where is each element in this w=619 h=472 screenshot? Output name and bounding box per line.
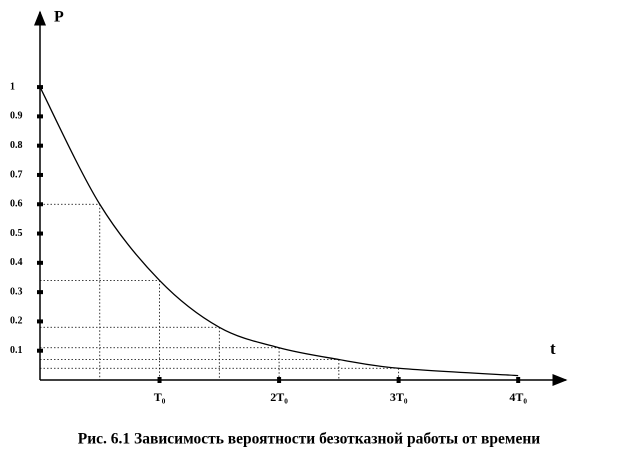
x-tick-label: 4T₀ bbox=[509, 390, 527, 404]
x-tick-label: 2T₀ bbox=[270, 390, 288, 404]
y-axis-label: P bbox=[54, 9, 64, 26]
y-tick bbox=[37, 290, 43, 295]
caption: Рис. 6.1 Зависимость вероятности безотка… bbox=[78, 431, 541, 448]
curve bbox=[39, 86, 519, 377]
x-tick bbox=[516, 377, 521, 383]
x-tick bbox=[157, 377, 162, 383]
y-tick-label: 0.2 bbox=[10, 316, 23, 327]
y-tick-label: 1 bbox=[10, 81, 15, 92]
y-tick-label: 0.4 bbox=[10, 257, 23, 268]
y-tick bbox=[37, 260, 43, 265]
y-tick-label: 0.7 bbox=[10, 169, 23, 180]
y-tick-label: 0.9 bbox=[10, 111, 23, 122]
x-tick-label: T₀ bbox=[154, 390, 166, 404]
y-tick bbox=[37, 319, 43, 324]
x-axis-label: t bbox=[550, 339, 556, 358]
y-tick bbox=[37, 172, 43, 177]
y-tick bbox=[37, 231, 43, 236]
y-tick-label: 0.5 bbox=[10, 228, 23, 239]
y-tick bbox=[37, 114, 43, 119]
y-tick-label: 0.6 bbox=[10, 199, 23, 210]
y-tick bbox=[37, 348, 43, 353]
x-tick-label: 3T₀ bbox=[390, 390, 408, 404]
y-tick-label: 0.3 bbox=[10, 286, 23, 297]
y-tick-label: 0.8 bbox=[10, 140, 23, 151]
y-tick bbox=[37, 143, 43, 148]
y-tick-label: 0.1 bbox=[10, 345, 23, 356]
